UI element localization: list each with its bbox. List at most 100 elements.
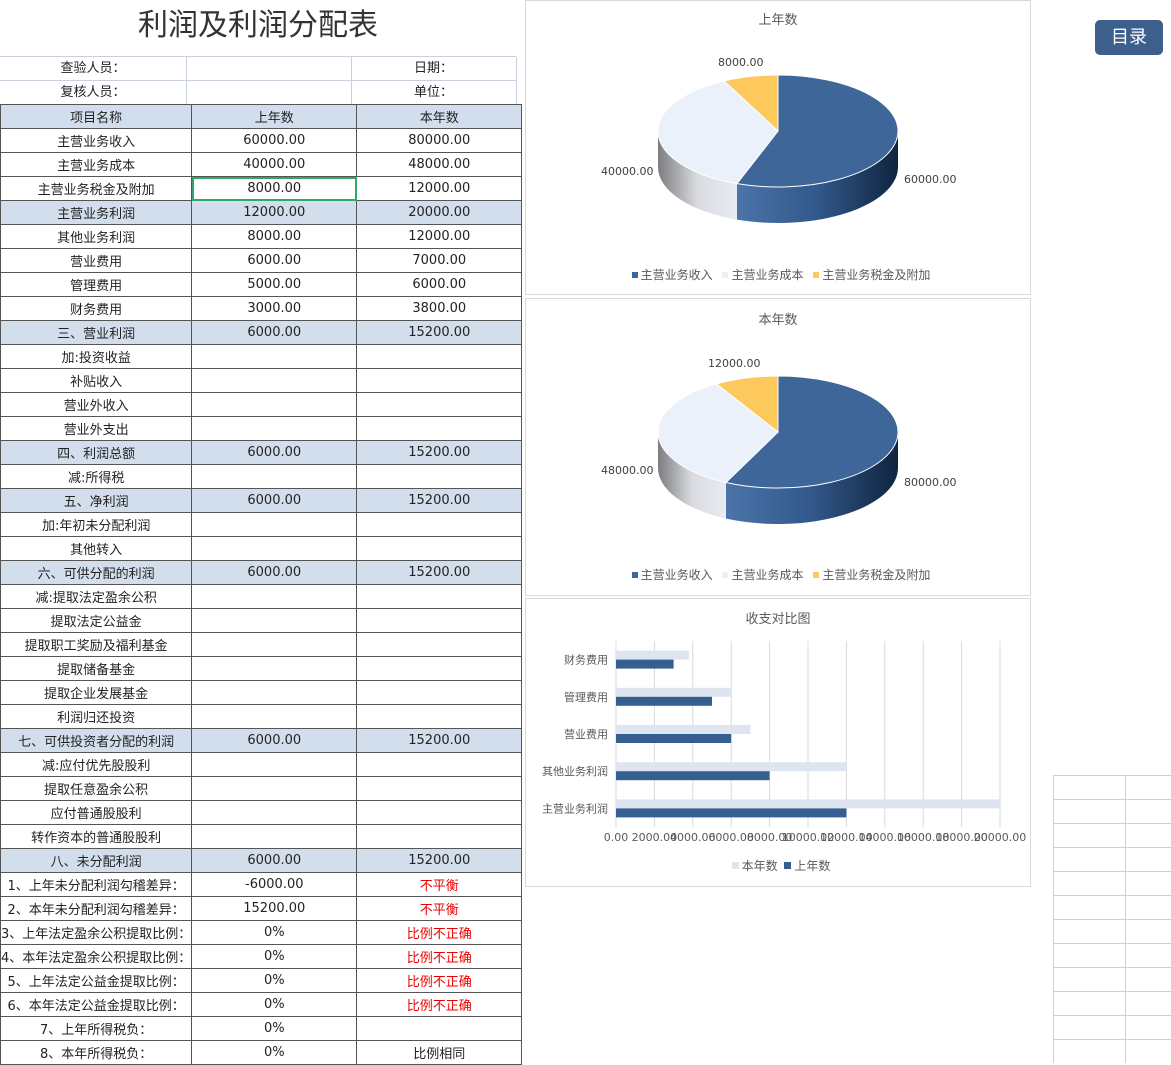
cell-prev-year[interactable] <box>191 752 358 777</box>
cell-prev-year[interactable]: -6000.00 <box>191 872 358 897</box>
cell-cur-year[interactable] <box>356 608 523 633</box>
cell-prev-year[interactable]: 6000.00 <box>191 320 358 345</box>
cell-cur-year[interactable]: 比例不正确 <box>356 944 523 969</box>
pie-slice[interactable] <box>736 74 899 188</box>
cell-prev-year[interactable]: 6000.00 <box>191 488 358 513</box>
cell-cur-year[interactable]: 比例不正确 <box>356 992 523 1017</box>
cell-cur-year[interactable] <box>356 680 523 705</box>
bar-cur[interactable] <box>616 650 689 660</box>
cell-cur-year[interactable]: 7000.00 <box>356 248 523 273</box>
cell-prev-year[interactable]: 8000.00 <box>191 176 358 201</box>
cell-cur-year[interactable] <box>356 416 523 441</box>
cell-prev-year[interactable] <box>191 512 358 537</box>
cell-item-name[interactable]: 加:投资收益 <box>0 344 193 369</box>
cell-item-name[interactable]: 财务费用 <box>0 296 193 321</box>
cell-cur-year[interactable] <box>356 536 523 561</box>
pie-slice[interactable] <box>724 375 899 489</box>
bar-prev[interactable] <box>616 808 847 818</box>
bar-prev[interactable] <box>616 696 712 706</box>
cell-cur-year[interactable] <box>356 776 523 801</box>
cell-prev-year[interactable] <box>191 392 358 417</box>
cell-prev-year[interactable]: 0% <box>191 944 358 969</box>
cell-item-name[interactable]: 8、本年所得税负： <box>0 1040 193 1065</box>
cell-prev-year[interactable] <box>191 680 358 705</box>
cell-item-name[interactable]: 主营业务成本 <box>0 152 193 177</box>
pie-chart-cur[interactable]: 本年数 12000.00 48000.00 80000.00 主营业务收入 主营… <box>525 298 1031 596</box>
cell-prev-year[interactable]: 0% <box>191 968 358 993</box>
cell-cur-year[interactable]: 20000.00 <box>356 200 523 225</box>
cell-prev-year[interactable]: 0% <box>191 920 358 945</box>
cell-prev-year[interactable]: 6000.00 <box>191 248 358 273</box>
cell-item-name[interactable]: 补贴收入 <box>0 368 193 393</box>
cell-item-name[interactable]: 2、本年未分配利润勾稽差异： <box>0 896 193 921</box>
cell-cur-year[interactable]: 80000.00 <box>356 128 523 153</box>
bar-prev[interactable] <box>616 771 770 781</box>
cell-prev-year[interactable] <box>191 800 358 825</box>
cell-item-name[interactable]: 3、上年法定盈余公积提取比例： <box>0 920 193 945</box>
cell-item-name[interactable]: 营业费用 <box>0 248 193 273</box>
cell-cur-year[interactable]: 15200.00 <box>356 440 523 465</box>
cell-prev-year[interactable]: 60000.00 <box>191 128 358 153</box>
cell-item-name[interactable]: 主营业务收入 <box>0 128 193 153</box>
cell-item-name[interactable]: 1、上年未分配利润勾稽差异： <box>0 872 193 897</box>
cell-prev-year[interactable] <box>191 824 358 849</box>
cell-item-name[interactable]: 三、营业利润 <box>0 320 193 345</box>
cell-prev-year[interactable]: 0% <box>191 1016 358 1041</box>
cell-cur-year[interactable] <box>356 368 523 393</box>
cell-cur-year[interactable] <box>356 824 523 849</box>
cell-item-name[interactable]: 加:年初未分配利润 <box>0 512 193 537</box>
bar-cur[interactable] <box>616 762 847 772</box>
cell-item-name[interactable]: 4、本年法定盈余公积提取比例： <box>0 944 193 969</box>
cell-cur-year[interactable]: 15200.00 <box>356 848 523 873</box>
pie-slice[interactable] <box>657 383 779 484</box>
cell-item-name[interactable]: 提取职工奖励及福利基金 <box>0 632 193 657</box>
cell-prev-year[interactable] <box>191 704 358 729</box>
cell-item-name[interactable]: 其他业务利润 <box>0 224 193 249</box>
cell-cur-year[interactable] <box>356 512 523 537</box>
bar-chart-comparison[interactable]: 收支对比图 0.00 2000.00 4000.00 6000.00 8000.00 10… <box>525 598 1031 887</box>
cell-cur-year[interactable]: 12000.00 <box>356 224 523 249</box>
cell-cur-year[interactable]: 比例不正确 <box>356 920 523 945</box>
cell-prev-year[interactable]: 40000.00 <box>191 152 358 177</box>
cell-item-name[interactable]: 减:所得税 <box>0 464 193 489</box>
cell-prev-year[interactable] <box>191 464 358 489</box>
cell-prev-year[interactable] <box>191 416 358 441</box>
cell-prev-year[interactable]: 6000.00 <box>191 848 358 873</box>
cell-cur-year[interactable] <box>356 344 523 369</box>
cell-item-name[interactable]: 营业外收入 <box>0 392 193 417</box>
cell-cur-year[interactable] <box>356 584 523 609</box>
cell-item-name[interactable]: 6、本年法定公益金提取比例： <box>0 992 193 1017</box>
cell-prev-year[interactable] <box>191 368 358 393</box>
cell-item-name[interactable]: 管理费用 <box>0 272 193 297</box>
pie-slice[interactable] <box>715 375 779 434</box>
cell-prev-year[interactable] <box>191 536 358 561</box>
cell-cur-year[interactable] <box>356 464 523 489</box>
cell-prev-year[interactable]: 6000.00 <box>191 560 358 585</box>
cell-prev-year[interactable] <box>191 344 358 369</box>
cell-prev-year[interactable]: 15200.00 <box>191 896 358 921</box>
cell-item-name[interactable]: 其他转入 <box>0 536 193 561</box>
cell-prev-year[interactable] <box>191 608 358 633</box>
cell-item-name[interactable]: 六、可供分配的利润 <box>0 560 193 585</box>
cell-cur-year[interactable]: 比例不正确 <box>356 968 523 993</box>
cell-prev-year[interactable]: 12000.00 <box>191 200 358 225</box>
cell-prev-year[interactable] <box>191 632 358 657</box>
cell-cur-year[interactable]: 48000.00 <box>356 152 523 177</box>
bar-prev[interactable] <box>616 659 674 669</box>
cell-cur-year[interactable] <box>356 752 523 777</box>
cell-cur-year[interactable] <box>356 656 523 681</box>
cell-cur-year[interactable] <box>356 632 523 657</box>
cell-item-name[interactable]: 7、上年所得税负： <box>0 1016 193 1041</box>
cell-prev-year[interactable]: 0% <box>191 1040 358 1065</box>
bar-prev[interactable] <box>616 734 732 743</box>
cell-cur-year[interactable]: 6000.00 <box>356 272 523 297</box>
toc-button[interactable]: 目录 <box>1095 20 1163 55</box>
bar-cur[interactable] <box>616 725 751 734</box>
cell-cur-year[interactable] <box>356 392 523 417</box>
cell-cur-year[interactable]: 15200.00 <box>356 560 523 585</box>
cell-item-name[interactable]: 减:提取法定盈余公积 <box>0 584 193 609</box>
cell-prev-year[interactable] <box>191 776 358 801</box>
cell-prev-year[interactable] <box>191 656 358 681</box>
cell-cur-year[interactable]: 15200.00 <box>356 320 523 345</box>
cell-cur-year[interactable] <box>356 800 523 825</box>
